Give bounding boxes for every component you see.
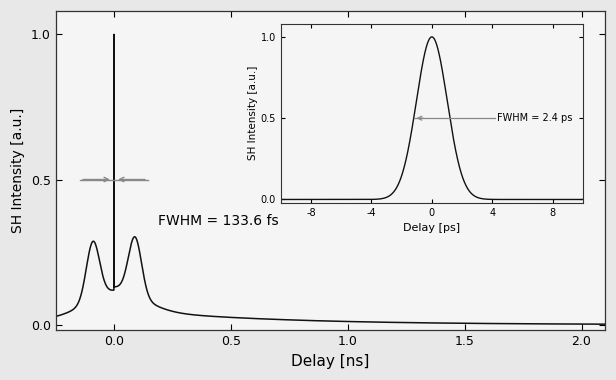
X-axis label: Delay [ns]: Delay [ns] bbox=[291, 354, 370, 369]
Text: FWHM = 133.6 fs: FWHM = 133.6 fs bbox=[158, 214, 279, 228]
Y-axis label: SH Intensity [a.u.]: SH Intensity [a.u.] bbox=[11, 108, 25, 233]
